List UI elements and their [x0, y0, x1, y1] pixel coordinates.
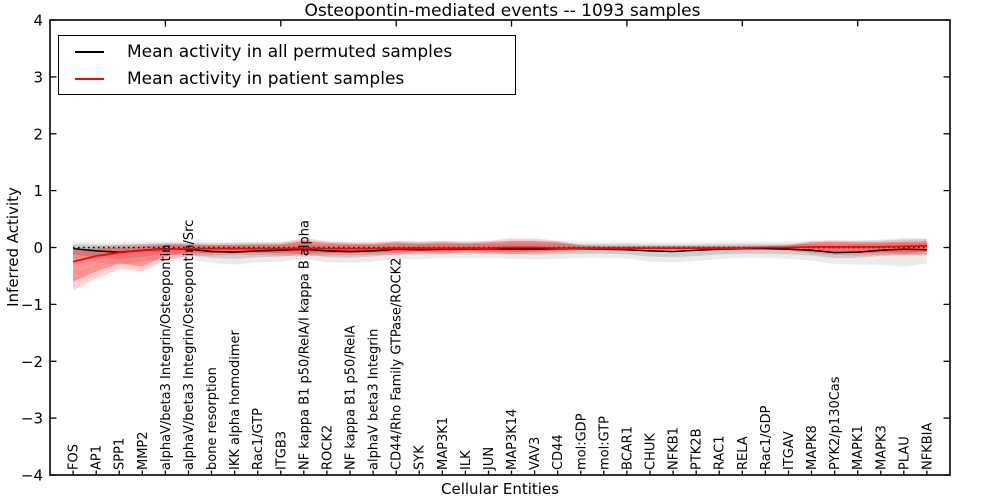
confidence-bands [73, 237, 927, 291]
patient-outer-band [73, 237, 927, 291]
x-category-label: AP1 [90, 445, 105, 470]
x-axis-label: Cellular Entities [441, 480, 559, 498]
x-category-label: PYK2/p130Cas [828, 376, 843, 470]
x-category-label: SPP1 [113, 438, 128, 470]
x-category-label: VAV3 [528, 437, 543, 470]
permuted-outer-band [73, 237, 927, 267]
series-line-patient [72, 244, 927, 263]
x-category-label: CD44 [551, 434, 566, 470]
y-tick-label: 2 [33, 125, 43, 143]
x-category-label: CHUK [644, 433, 659, 470]
patient-line-sample [75, 77, 104, 80]
x-category-label: RELA [736, 436, 751, 470]
x-category-label: Rac1/GDP [759, 405, 774, 470]
y-tick-label: 0 [33, 239, 43, 257]
series-line-permuted [73, 247, 927, 254]
x-category-label: BCAR1 [620, 426, 635, 470]
x-category-label: RAC1 [713, 435, 728, 470]
x-category-label: SYK [413, 445, 428, 470]
y-tick-labels: −4 −3 −2 −1 0 1 2 3 4 [21, 12, 43, 485]
x-category-label: FOS [67, 444, 82, 470]
x-category-label: NF kappa B1 p50/RelA [344, 325, 359, 470]
x-category-label: mol:GTP [597, 416, 612, 470]
x-category-label: ITGAV [782, 431, 797, 470]
x-category-label: ROCK2 [320, 425, 335, 470]
permuted-line-sample [75, 50, 104, 53]
legend-entry-permuted: Mean activity in all permuted samples [59, 39, 515, 65]
x-category-label: MAPK1 [851, 425, 866, 470]
y-tick-label: −3 [21, 410, 43, 428]
x-category-label: MAPK3 [874, 425, 889, 470]
axis-ticks [50, 19, 950, 476]
x-category-labels: FOS AP1 SPP1 MMP2 alphaV/beta3 Integrin/Oste… [67, 220, 936, 471]
y-tick-label: 3 [33, 68, 43, 86]
x-category-label: Rac1/GTP [251, 408, 266, 470]
legend: Mean activity in all permuted samples Me… [58, 35, 516, 95]
x-category-label: NFKB1 [667, 427, 682, 470]
y-tick-label: −1 [21, 296, 43, 314]
x-category-label: MAP3K14 [505, 409, 520, 470]
x-category-label: ILK [459, 450, 474, 470]
x-category-label: alphaV/beta3 Integrin/Osteopontin/Src [182, 220, 197, 470]
y-tick-label: 4 [33, 12, 43, 30]
legend-label-permuted: Mean activity in all permuted samples [127, 41, 453, 62]
x-category-label: PTK2B [690, 429, 705, 471]
x-category-label: MAP3K1 [436, 417, 451, 470]
y-tick-label: −2 [21, 353, 43, 371]
legend-entry-patient: Mean activity in patient samples [59, 66, 515, 92]
x-category-label: alphaV beta3 Integrin [367, 329, 382, 470]
x-category-label: NF kappa B1 p50/RelA/I kappa B alpha [297, 220, 312, 470]
x-category-label: bone resorption [205, 367, 220, 470]
x-category-label: alphaV/beta3 Integrin/Osteopontin [159, 245, 174, 470]
x-category-label: PLAU [897, 436, 912, 470]
x-category-label: CD44/Rho Family GTPase/ROCK2 [390, 258, 405, 470]
legend-label-patient: Mean activity in patient samples [127, 68, 405, 89]
x-category-label: MAPK8 [805, 425, 820, 470]
x-category-label: ITGB3 [274, 431, 289, 470]
y-tick-label: 1 [33, 182, 43, 200]
x-category-label: mol:GDP [574, 413, 589, 470]
x-category-label: IKK alpha homodimer [228, 329, 243, 470]
chart-title: Osteopontin-mediated events -- 1093 samp… [304, 1, 701, 21]
x-category-label: NFKBIA [920, 423, 935, 470]
y-axis-label: Inferred Activity [4, 187, 22, 307]
x-category-label: JUN [482, 447, 497, 471]
x-category-label: MMP2 [136, 431, 151, 470]
y-tick-label: −4 [21, 467, 43, 485]
